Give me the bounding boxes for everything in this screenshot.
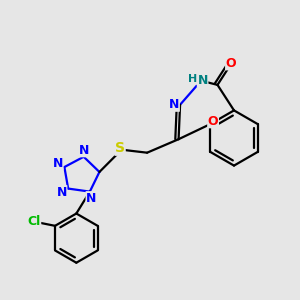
Text: O: O xyxy=(208,115,218,128)
Text: N: N xyxy=(79,144,89,157)
Text: N: N xyxy=(52,157,63,170)
Text: O: O xyxy=(226,57,236,70)
Text: H: H xyxy=(188,74,197,84)
Text: N: N xyxy=(197,74,208,87)
Text: N: N xyxy=(86,192,97,205)
Text: S: S xyxy=(115,141,125,155)
Text: Cl: Cl xyxy=(27,215,41,228)
Text: N: N xyxy=(56,186,67,199)
Text: N: N xyxy=(169,98,179,111)
